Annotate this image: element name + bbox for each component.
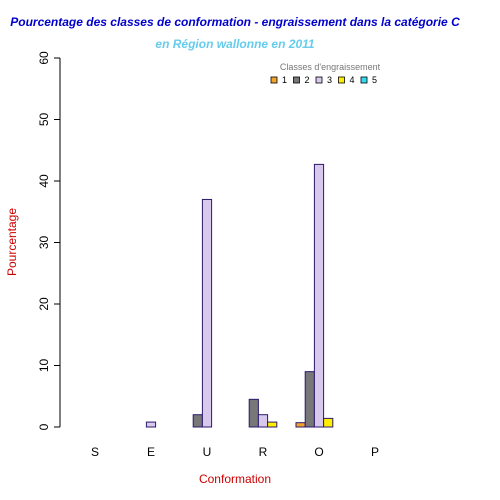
y-axis: 0 10 20 30 40 50 60 bbox=[37, 51, 61, 430]
bar-R-4 bbox=[267, 421, 278, 428]
bar-O-1 bbox=[295, 422, 306, 428]
legend-swatch-2 bbox=[293, 76, 300, 84]
legend: Classes d'engraissement 1 2 3 4 5 bbox=[270, 62, 381, 85]
x-tick-label: R bbox=[259, 445, 268, 459]
y-tick-label: 50 bbox=[37, 113, 51, 127]
x-tick-label: S bbox=[91, 445, 99, 459]
legend-label-4: 4 bbox=[350, 75, 355, 85]
bar-R-3 bbox=[257, 414, 269, 428]
y-ticks: 0 10 20 30 40 50 60 bbox=[37, 51, 60, 430]
bar-O-4 bbox=[323, 417, 334, 428]
y-tick-label: 60 bbox=[37, 51, 51, 65]
y-axis-label: Pourcentage bbox=[5, 208, 19, 276]
x-tick-label: E bbox=[147, 445, 155, 459]
legend-items: 1 2 3 4 5 bbox=[270, 75, 377, 85]
legend-swatch-3 bbox=[315, 76, 323, 84]
chart-subtitle: en Région wallonne en 2011 bbox=[155, 37, 314, 51]
legend-title: Classes d'engraissement bbox=[280, 62, 381, 72]
bar-U-2 bbox=[192, 414, 203, 428]
legend-label-3: 3 bbox=[327, 75, 332, 85]
bar-U-3 bbox=[201, 198, 213, 428]
legend-label-2: 2 bbox=[305, 75, 310, 85]
bar-O-3 bbox=[313, 163, 325, 428]
bars bbox=[145, 163, 334, 428]
x-tick-label: U bbox=[203, 445, 212, 459]
y-tick-label: 40 bbox=[37, 174, 51, 188]
bar-E-3 bbox=[145, 421, 157, 428]
legend-label-1: 1 bbox=[282, 75, 287, 85]
x-tick-label: P bbox=[371, 445, 379, 459]
chart-title: Pourcentage des classes de conformation … bbox=[10, 15, 460, 29]
y-tick-label: 20 bbox=[37, 297, 51, 311]
bar-O-2 bbox=[304, 371, 315, 428]
y-tick-label: 0 bbox=[37, 423, 51, 430]
bar-R-2 bbox=[248, 398, 259, 428]
x-axis-label: Conformation bbox=[199, 472, 271, 486]
legend-label-5: 5 bbox=[372, 75, 377, 85]
legend-swatch-4 bbox=[338, 76, 345, 84]
x-tick-label: O bbox=[314, 445, 323, 459]
legend-swatch-1 bbox=[270, 76, 278, 84]
legend-swatch-5 bbox=[360, 76, 368, 84]
y-tick-label: 30 bbox=[37, 236, 51, 250]
y-tick-label: 10 bbox=[37, 359, 51, 373]
